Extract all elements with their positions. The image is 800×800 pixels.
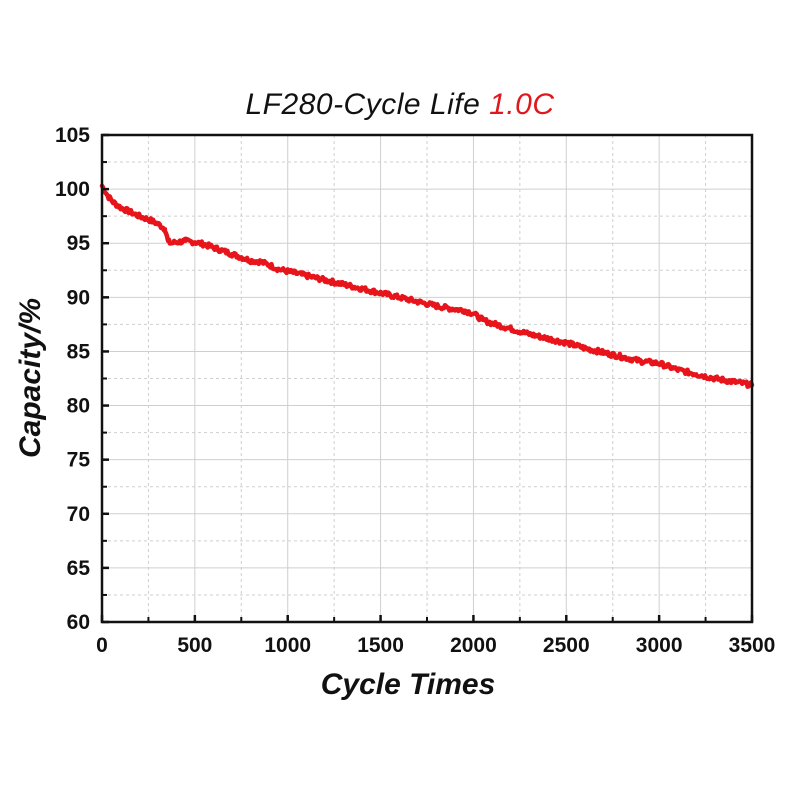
capacity-data-point bbox=[452, 307, 457, 312]
capacity-data-point bbox=[397, 295, 402, 300]
capacity-data-point bbox=[601, 350, 606, 355]
capacity-data-point bbox=[239, 255, 244, 260]
capacity-data-point bbox=[638, 359, 643, 364]
capacity-data-point bbox=[675, 367, 680, 372]
chart-title-rate: 1.0C bbox=[489, 88, 555, 121]
y-tick-label: 70 bbox=[67, 503, 90, 526]
series-layer bbox=[99, 183, 755, 389]
x-axis-title: Cycle Times bbox=[321, 668, 496, 701]
capacity-data-point bbox=[322, 278, 327, 283]
capacity-data-point bbox=[202, 242, 207, 247]
grid-layer bbox=[102, 134, 753, 623]
x-tick-label: 0 bbox=[96, 634, 108, 657]
capacity-data-point bbox=[471, 311, 476, 316]
plot-frame bbox=[100, 133, 754, 624]
capacity-data-point bbox=[146, 217, 151, 222]
x-tick-label: 1500 bbox=[357, 634, 404, 657]
capacity-data-point bbox=[127, 209, 132, 214]
capacity-data-point bbox=[168, 241, 173, 246]
chart-title: LF280-Cycle Life 1.0C bbox=[0, 88, 800, 122]
capacity-data-point bbox=[211, 245, 216, 250]
capacity-data-point bbox=[527, 332, 532, 337]
capacity-data-point bbox=[248, 258, 253, 263]
capacity-data-point bbox=[378, 291, 383, 296]
capacity-data-point bbox=[267, 262, 272, 267]
y-tick-label: 80 bbox=[67, 395, 90, 418]
y-tick-label: 100 bbox=[55, 178, 90, 201]
capacity-data-point bbox=[165, 239, 170, 244]
capacity-data-point bbox=[694, 372, 699, 377]
x-tick-label: 2000 bbox=[450, 634, 497, 657]
capacity-data-point bbox=[276, 267, 281, 272]
capacity-data-point bbox=[230, 252, 234, 257]
capacity-data-point bbox=[118, 205, 123, 210]
chart-title-text: LF280-Cycle Life bbox=[245, 88, 481, 121]
x-tick-label: 1000 bbox=[264, 634, 311, 657]
capacity-data-point bbox=[174, 240, 179, 245]
capacity-data-point bbox=[285, 269, 290, 274]
y-tick-label: 60 bbox=[67, 611, 90, 634]
capacity-series-line bbox=[99, 183, 755, 389]
y-tick-label: 90 bbox=[67, 286, 90, 309]
capacity-data-point bbox=[508, 326, 513, 331]
y-tick-label: 95 bbox=[67, 232, 91, 255]
capacity-data-point bbox=[341, 282, 346, 287]
y-tick-label: 85 bbox=[67, 340, 91, 363]
y-tick-label: 65 bbox=[67, 557, 91, 580]
capacity-data-point bbox=[462, 308, 467, 313]
y-tick-label: 105 bbox=[55, 124, 90, 147]
capacity-data-point bbox=[582, 346, 587, 351]
capacity-data-point bbox=[183, 239, 188, 244]
capacity-data-point bbox=[620, 354, 624, 359]
x-tick-label: 500 bbox=[177, 634, 212, 657]
x-tick-label: 3500 bbox=[729, 634, 776, 657]
capacity-data-point bbox=[111, 200, 116, 205]
capacity-data-point bbox=[731, 379, 736, 384]
capacity-data-point bbox=[564, 340, 569, 345]
y-tick-label: 75 bbox=[67, 449, 91, 472]
capacity-data-point bbox=[304, 273, 309, 278]
x-tick-label: 3000 bbox=[636, 634, 683, 657]
y-axis-title: Capacity/% bbox=[14, 298, 47, 458]
capacity-data-point bbox=[657, 361, 662, 366]
capacity-data-point bbox=[360, 286, 364, 291]
capacity-data-point bbox=[712, 376, 717, 381]
capacity-data-point bbox=[220, 248, 225, 253]
label-layer: 0 500 1000 1500 2000 2500 3000 3500 60 65 70 75 80 85… bbox=[55, 124, 775, 657]
capacity-data-point bbox=[163, 227, 168, 232]
axis-layer bbox=[100, 133, 754, 624]
capacity-data-point bbox=[666, 364, 671, 369]
capacity-data-point bbox=[192, 240, 197, 245]
capacity-data-point bbox=[415, 299, 420, 304]
capacity-data-point bbox=[155, 221, 160, 226]
capacity-data-point bbox=[490, 321, 494, 326]
capacity-data-point bbox=[434, 303, 439, 308]
capacity-data-point bbox=[257, 259, 262, 264]
capacity-data-point bbox=[137, 214, 142, 219]
x-tick-label: 2500 bbox=[543, 634, 590, 657]
capacity-data-point bbox=[105, 193, 110, 198]
capacity-data-point bbox=[545, 336, 550, 341]
capacity-data-point bbox=[480, 318, 485, 323]
